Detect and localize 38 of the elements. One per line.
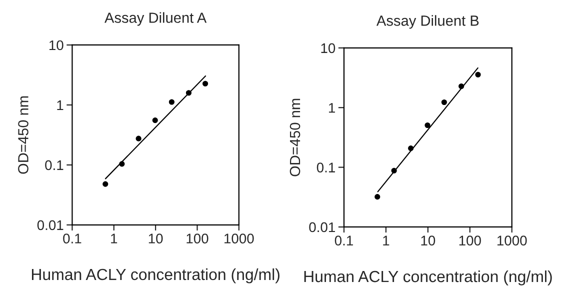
point <box>168 99 174 105</box>
x-tick-label: 1000 <box>497 236 527 246</box>
y-tick-label: 0.1 <box>316 162 335 172</box>
y-axis-title: OD=450 nm <box>18 96 28 174</box>
x-tick-label: 10 <box>148 234 163 244</box>
point <box>136 136 142 142</box>
x-tick-label: 100 <box>459 236 481 246</box>
x-tick-label: 1 <box>111 234 118 244</box>
y-tick-label: 0.01 <box>37 220 64 230</box>
x-axis-title: Human ACLY concentration (ng/ml) <box>32 268 280 284</box>
x-tick-label: 0.1 <box>63 234 82 244</box>
point <box>152 118 158 124</box>
chart-title: Assay Diluent B <box>376 15 479 29</box>
x-tick-label: 100 <box>186 234 208 244</box>
y-tick-label: 10 <box>49 40 64 50</box>
y-axis-title: OD=450 nm <box>290 98 300 176</box>
y-tick-label: 10 <box>321 43 336 54</box>
y-tick-label: 0.01 <box>309 222 335 232</box>
chart-title: Assay Diluent A <box>104 12 207 26</box>
point <box>441 99 447 106</box>
y-tick-label: 0.1 <box>45 160 64 170</box>
point <box>186 90 192 96</box>
point <box>391 168 397 174</box>
y-tick-label: 1 <box>57 100 64 110</box>
point <box>102 181 108 187</box>
point <box>374 194 380 200</box>
x-tick-label: 1000 <box>224 234 254 244</box>
point <box>119 161 125 167</box>
point <box>202 80 208 86</box>
point <box>424 122 430 128</box>
y-tick-label: 1 <box>328 103 335 113</box>
x-tick-label: 0.1 <box>334 236 353 246</box>
point <box>458 83 464 90</box>
point <box>408 146 414 152</box>
x-axis-title: Human ACLY concentration (ng/ml) <box>304 270 552 286</box>
x-tick-label: 10 <box>421 236 436 246</box>
point <box>475 72 481 78</box>
x-tick-label: 1 <box>383 236 390 246</box>
